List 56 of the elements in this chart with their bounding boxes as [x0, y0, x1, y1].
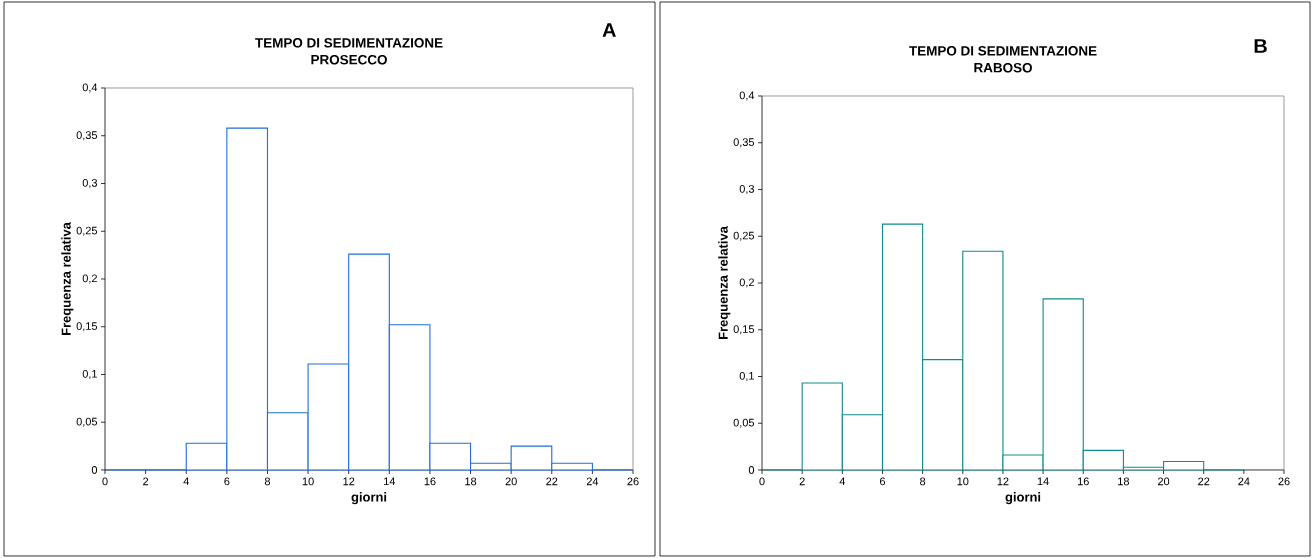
- y-tick-label: 0,05: [76, 417, 98, 427]
- x-tick-label: 10: [957, 477, 969, 486]
- x-tick-label: 16: [1077, 477, 1089, 486]
- y-tick-label: 0,25: [733, 231, 755, 241]
- chart-subtitle: RABOSO: [974, 62, 1032, 73]
- y-axis-title: Frequenza relativa: [718, 226, 731, 339]
- y-tick-label: 0,2: [739, 278, 754, 288]
- x-tick-label: 2: [143, 477, 149, 486]
- x-tick-label: 18: [1118, 477, 1130, 486]
- x-axis-title: giorni: [1005, 492, 1041, 505]
- y-tick-label: 0,05: [733, 418, 755, 428]
- x-tick-label: 22: [1198, 477, 1210, 486]
- x-tick-label: 4: [839, 477, 846, 486]
- chart-subtitle: PROSECCO: [311, 54, 387, 65]
- y-tick-label: 0,15: [76, 322, 98, 332]
- x-tick-label: 6: [879, 477, 886, 486]
- x-tick-label: 24: [1238, 477, 1250, 486]
- y-tick-label: 0,1: [82, 369, 97, 380]
- x-tick-label: 26: [1278, 477, 1290, 486]
- x-tick-label: 2: [799, 477, 805, 486]
- y-axis-title: Frequenza relativa: [61, 222, 74, 335]
- x-tick-label: 14: [1037, 477, 1049, 486]
- y-tick-label: 0,2: [82, 274, 97, 284]
- x-tick-label: 24: [586, 477, 599, 486]
- x-tick-label: 6: [224, 477, 230, 486]
- x-tick-label: 10: [302, 477, 314, 486]
- text: A: [602, 23, 616, 37]
- x-tick-label: 26: [627, 477, 639, 486]
- y-tick-label: 0,4: [739, 91, 755, 101]
- y-tick-label: 0,15: [733, 325, 755, 335]
- x-tick-label: 8: [920, 477, 926, 486]
- x-tick-label: 12: [997, 477, 1009, 486]
- chart-title: TEMPO DI SEDIMENTAZIONE: [255, 38, 443, 48]
- y-tick-label: 0,3: [82, 178, 98, 189]
- y-tick-label: 0,35: [76, 131, 98, 141]
- y-tick-label: 0: [91, 466, 98, 474]
- x-tick-label: 12: [343, 477, 355, 486]
- text: B: [1254, 39, 1267, 53]
- chart-title: TEMPO DI SEDIMENTAZIONE: [909, 46, 1097, 56]
- x-axis-title: giorni: [351, 492, 387, 505]
- x-tick-label: 0: [759, 477, 765, 486]
- x-tick-label: 20: [1158, 477, 1170, 486]
- x-tick-label: 22: [546, 477, 558, 486]
- x-tick-label: 0: [102, 477, 108, 486]
- x-tick-label: 20: [505, 477, 517, 486]
- y-tick-label: 0,25: [76, 226, 98, 236]
- x-tick-label: 18: [465, 477, 477, 486]
- x-tick-label: 4: [183, 477, 189, 486]
- y-tick-label: 0,35: [733, 138, 755, 148]
- y-tick-label: 0,3: [739, 184, 755, 195]
- x-tick-label: 16: [424, 477, 436, 486]
- x-tick-label: 8: [264, 477, 271, 486]
- y-tick-label: 0,4: [82, 83, 98, 93]
- y-tick-label: 0,1: [739, 371, 754, 382]
- x-tick-label: 14: [384, 477, 396, 486]
- y-tick-label: 0: [748, 466, 755, 474]
